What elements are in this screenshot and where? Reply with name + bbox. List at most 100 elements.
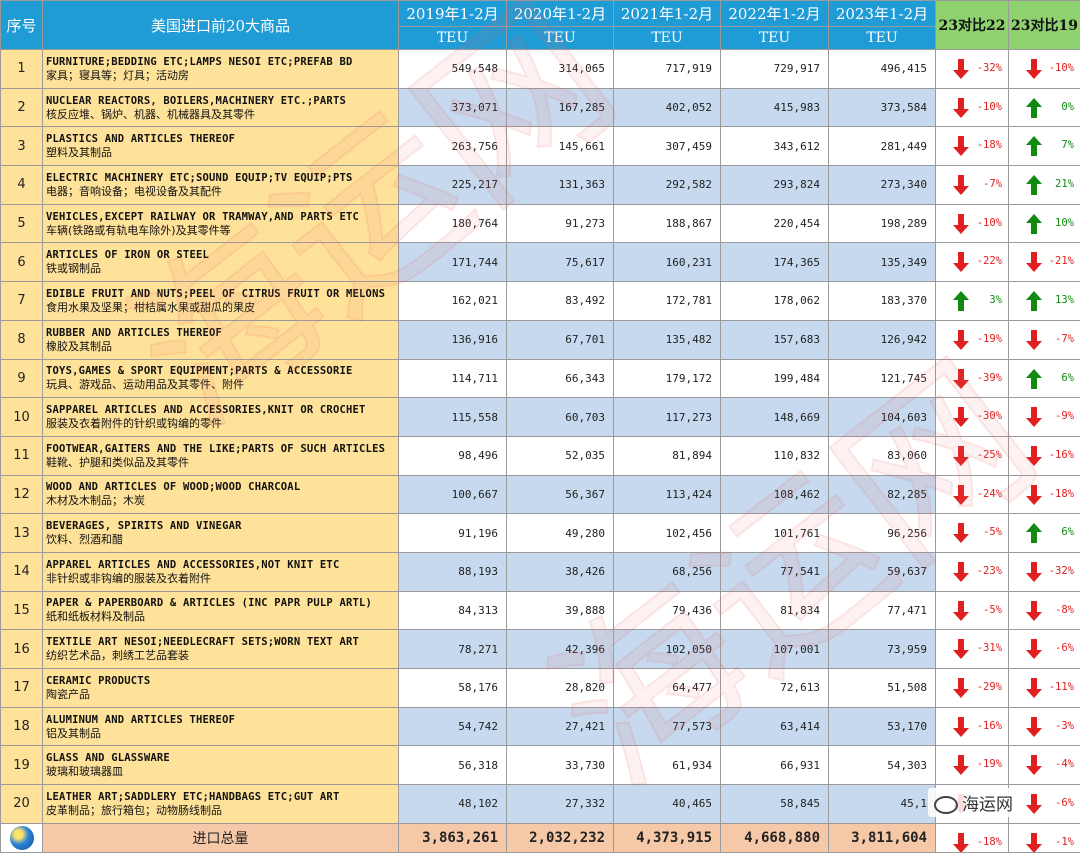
- teu-value: 56,318: [399, 746, 507, 785]
- commodity-name-zh: 鞋靴、护腿和类似品及其零件: [46, 456, 398, 469]
- arrow-down-icon: [1025, 406, 1043, 431]
- change-percent: -16%: [977, 720, 1002, 732]
- change-cell-22: -10%: [936, 204, 1009, 243]
- teu-value: 314,065: [507, 50, 614, 89]
- change-cell-19: -1%: [1009, 823, 1080, 852]
- row-index: 12: [1, 475, 43, 514]
- change-cell-22: -32%: [936, 50, 1009, 89]
- row-index: 9: [1, 359, 43, 398]
- commodity-name: EDIBLE FRUIT AND NUTS;PEEL OF CITRUS FRU…: [43, 282, 399, 321]
- arrow-down-icon: [1025, 638, 1043, 663]
- teu-value: 48,102: [399, 785, 507, 824]
- teu-value: 77,573: [614, 707, 721, 746]
- arrow-down-icon: [952, 406, 970, 431]
- header-name: 美国进口前20大商品: [43, 1, 399, 50]
- change-cell-19: 21%: [1009, 166, 1080, 205]
- change-cell-22: -19%: [936, 746, 1009, 785]
- teu-value: 131,363: [507, 166, 614, 205]
- change-cell-19: -4%: [1009, 746, 1080, 785]
- arrow-down-icon: [952, 368, 970, 393]
- arrow-down-icon: [952, 97, 970, 122]
- teu-value: 52,035: [507, 436, 614, 475]
- commodity-name-zh: 非针织或非钩编的服装及衣着附件: [46, 572, 398, 585]
- teu-value: 84,313: [399, 591, 507, 630]
- teu-value: 45,1: [829, 785, 936, 824]
- change-cell-22: -22%: [936, 243, 1009, 282]
- commodity-name-en: APPAREL ARTICLES AND ACCESSORIES,NOT KNI…: [46, 559, 398, 572]
- change-cell-22: -5%: [936, 591, 1009, 630]
- change-cell-19: -21%: [1009, 243, 1080, 282]
- commodity-name-en: ELECTRIC MACHINERY ETC;SOUND EQUIP;TV EQ…: [46, 172, 398, 185]
- row-index: 11: [1, 436, 43, 475]
- unit-label: TEU: [507, 26, 613, 49]
- change-percent: -19%: [977, 758, 1002, 770]
- commodity-name: TEXTILE ART NESOI;NEEDLECRAFT SETS;WORN …: [43, 630, 399, 669]
- teu-value: 83,492: [507, 282, 614, 321]
- teu-value: 180,764: [399, 204, 507, 243]
- row-index: 3: [1, 127, 43, 166]
- teu-value: 343,612: [721, 127, 829, 166]
- teu-value: 58,845: [721, 785, 829, 824]
- change-percent: -23%: [977, 565, 1002, 577]
- commodity-name-zh: 玻璃和玻璃器皿: [46, 765, 398, 778]
- change-cell-22: -19%: [936, 320, 1009, 359]
- change-percent: -22%: [977, 255, 1002, 267]
- change-percent: -5%: [983, 526, 1002, 538]
- commodity-name-zh: 橡胶及其制品: [46, 340, 398, 353]
- row-index: 18: [1, 707, 43, 746]
- header-compare-19: 23对比19: [1009, 1, 1080, 50]
- commodity-name-zh: 陶瓷产品: [46, 688, 398, 701]
- total-value: 3,863,261: [399, 823, 507, 852]
- teu-value: 292,582: [614, 166, 721, 205]
- year-label: 2019年1-2月: [406, 5, 498, 23]
- arrow-down-icon: [952, 484, 970, 509]
- change-percent: -39%: [977, 372, 1002, 384]
- teu-value: 56,367: [507, 475, 614, 514]
- teu-value: 117,273: [614, 398, 721, 437]
- row-index: 15: [1, 591, 43, 630]
- commodity-name-en: CERAMIC PRODUCTS: [46, 675, 398, 688]
- change-cell-19: 10%: [1009, 204, 1080, 243]
- unit-label: TEU: [829, 26, 935, 49]
- commodity-name: TOYS,GAMES & SPORT EQUIPMENT;PARTS & ACC…: [43, 359, 399, 398]
- arrow-down-icon: [1025, 58, 1043, 83]
- change-cell-19: 6%: [1009, 359, 1080, 398]
- teu-value: 225,217: [399, 166, 507, 205]
- change-cell-19: -3%: [1009, 707, 1080, 746]
- commodity-name: FOOTWEAR,GAITERS AND THE LIKE;PARTS OF S…: [43, 436, 399, 475]
- commodity-name-zh: 纺织艺术品，刺绣工艺品套装: [46, 649, 398, 662]
- change-cell-19: -32%: [1009, 552, 1080, 591]
- commodity-name-en: NUCLEAR REACTORS, BOILERS,MACHINERY ETC.…: [46, 95, 398, 108]
- row-index: 4: [1, 166, 43, 205]
- arrow-down-icon: [952, 445, 970, 470]
- teu-value: 148,669: [721, 398, 829, 437]
- arrow-down-icon: [1025, 484, 1043, 509]
- arrow-down-icon: [952, 754, 970, 779]
- teu-value: 717,919: [614, 50, 721, 89]
- teu-value: 40,465: [614, 785, 721, 824]
- change-cell-22: -23%: [936, 552, 1009, 591]
- teu-value: 27,332: [507, 785, 614, 824]
- teu-value: 72,613: [721, 669, 829, 708]
- arrow-up-icon: [1025, 135, 1043, 160]
- commodity-name: NUCLEAR REACTORS, BOILERS,MACHINERY ETC.…: [43, 88, 399, 127]
- teu-value: 121,745: [829, 359, 936, 398]
- change-percent: -7%: [1055, 333, 1074, 345]
- teu-value: 281,449: [829, 127, 936, 166]
- teu-value: 38,426: [507, 552, 614, 591]
- row-index: 5: [1, 204, 43, 243]
- arrow-down-icon: [952, 638, 970, 663]
- arrow-down-icon: [1025, 251, 1043, 276]
- teu-value: 183,370: [829, 282, 936, 321]
